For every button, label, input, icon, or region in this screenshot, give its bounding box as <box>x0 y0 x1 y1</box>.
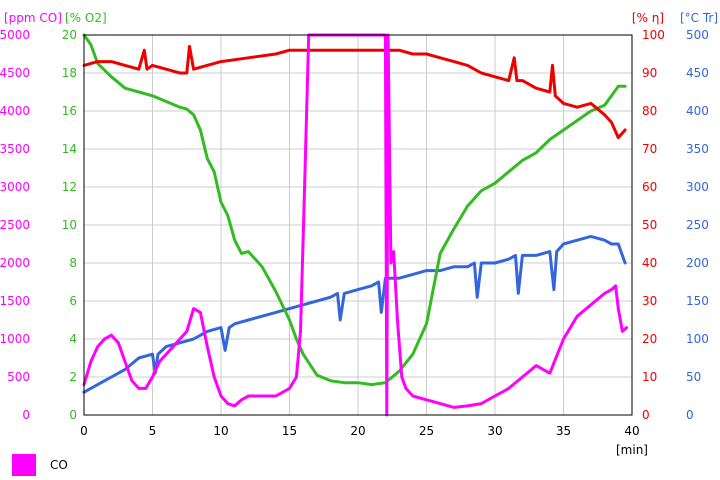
y-tick-label-tr: 200 <box>686 256 709 270</box>
y-tick-label-tr: 350 <box>686 142 709 156</box>
y-tick-label-eta: 60 <box>642 180 657 194</box>
axis-title-tr: [°C Tr] <box>680 11 718 25</box>
x-tick-label: 5 <box>149 424 157 438</box>
y-tick-label-o2: 16 <box>62 104 77 118</box>
y-tick-label-o2: 12 <box>62 180 77 194</box>
y-tick-label-co: 2500 <box>0 218 30 232</box>
series-line-efficiency <box>82 44 627 140</box>
x-tick-label: 25 <box>419 424 434 438</box>
y-tick-label-co: 0 <box>22 408 30 422</box>
y-tick-label-tr: 400 <box>686 104 709 118</box>
axis-title-o2: [% O2] <box>65 11 107 25</box>
series-line-o2 <box>82 33 627 387</box>
grid <box>83 34 633 416</box>
x-tick-label: 0 <box>80 424 88 438</box>
y-tick-label-tr: 300 <box>686 180 709 194</box>
y-tick-label-tr: 150 <box>686 294 709 308</box>
y-tick-label-o2: 20 <box>62 28 77 42</box>
y-tick-label-eta: 100 <box>642 28 665 42</box>
y-tick-label-co: 5000 <box>0 28 30 42</box>
legend: CO <box>12 453 68 477</box>
axis-title-co: [ppm CO] <box>4 11 62 25</box>
x-tick-label: 10 <box>213 424 228 438</box>
y-tick-label-tr: 0 <box>686 408 694 422</box>
y-tick-label-eta: 90 <box>642 66 657 80</box>
y-tick-label-o2: 10 <box>62 218 77 232</box>
y-tick-label-tr: 100 <box>686 332 709 346</box>
axis-title-eta: [% η] <box>632 11 664 25</box>
y-tick-label-eta: 80 <box>642 104 657 118</box>
y-tick-label-o2: 14 <box>62 142 77 156</box>
y-tick-label-co: 3000 <box>0 180 30 194</box>
y-tick-label-tr: 50 <box>686 370 701 384</box>
y-tick-label-co: 4000 <box>0 104 30 118</box>
y-tick-label-tr: 450 <box>686 66 709 80</box>
x-tick-label: 15 <box>282 424 297 438</box>
y-tick-label-co: 500 <box>7 370 30 384</box>
legend-swatch-co <box>12 454 36 476</box>
y-tick-label-eta: 50 <box>642 218 657 232</box>
x-axis-label: [min] <box>616 443 648 457</box>
y-tick-label-eta: 30 <box>642 294 657 308</box>
y-tick-label-eta: 40 <box>642 256 657 270</box>
y-tick-label-co: 1000 <box>0 332 30 346</box>
y-tick-label-o2: 18 <box>62 66 77 80</box>
axis-labels: 0 5 10 15 20 25 30 35 40[min]0500100015002000250… <box>0 11 718 457</box>
y-tick-label-o2: 0 <box>69 408 77 422</box>
y-tick-label-co: 4500 <box>0 66 30 80</box>
y-tick-label-tr: 250 <box>686 218 709 232</box>
y-tick-label-eta: 70 <box>642 142 657 156</box>
x-tick-label: 35 <box>556 424 571 438</box>
plot-frame <box>83 34 633 416</box>
y-tick-label-eta: 10 <box>642 370 657 384</box>
y-tick-label-co: 1500 <box>0 294 30 308</box>
x-tick-label: 30 <box>487 424 502 438</box>
y-tick-label-eta: 20 <box>642 332 657 346</box>
x-tick-label: 20 <box>350 424 365 438</box>
y-tick-label-o2: 4 <box>69 332 77 346</box>
y-tick-label-o2: 2 <box>69 370 77 384</box>
y-tick-label-o2: 6 <box>69 294 77 308</box>
y-tick-label-o2: 8 <box>69 256 77 270</box>
legend-label-co: CO <box>50 458 68 472</box>
series-line-tr <box>82 234 627 394</box>
y-tick-label-tr: 500 <box>686 28 709 42</box>
y-tick-label-eta: 0 <box>642 408 650 422</box>
x-tick-label: 40 <box>624 424 639 438</box>
y-tick-label-co: 3500 <box>0 142 30 156</box>
y-tick-label-co: 2000 <box>0 256 30 270</box>
